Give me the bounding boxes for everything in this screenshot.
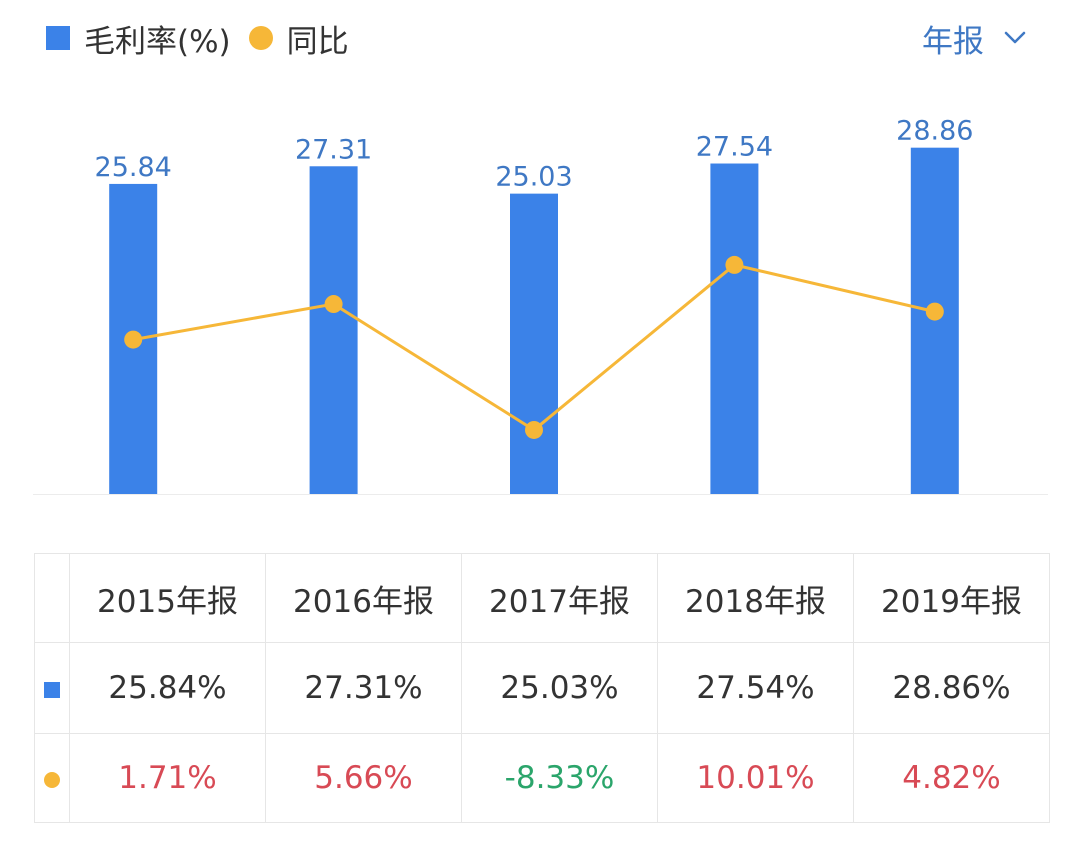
yoy-cell: 4.82%: [853, 733, 1050, 823]
margin-cell: 25.03%: [461, 642, 658, 734]
legend: 毛利率(%) 同比: [46, 14, 349, 62]
row-marker-cell: [34, 733, 70, 823]
margin-cell: 27.54%: [657, 642, 854, 734]
chevron-down-icon: [1004, 31, 1026, 44]
line-legend-label: 同比: [286, 23, 349, 60]
bar-series-marker: [44, 681, 60, 698]
margin-bar: [710, 163, 759, 494]
data-table: 2015年报 2016年报 2017年报 2018年报 2019年报 25.84…: [34, 553, 1050, 823]
bar-value-label: 27.31: [295, 134, 372, 165]
header-cell: 2019年报: [853, 553, 1050, 643]
bar-value-label: 25.84: [95, 152, 172, 183]
table-header-row: 2015年报 2016年报 2017年报 2018年报 2019年报: [34, 553, 1050, 643]
margin-cell: 27.31%: [265, 642, 462, 734]
yoy-point: [525, 420, 543, 439]
line-series-marker: [44, 771, 60, 788]
bar-legend-label: 毛利率(%): [84, 23, 231, 60]
period-dropdown[interactable]: 年报: [922, 14, 1030, 62]
yoy-point: [725, 255, 744, 274]
header-cell: 2016年报: [265, 553, 462, 643]
table-row: 1.71% 5.66% -8.33% 10.01% 4.82%: [34, 733, 1050, 823]
bar-value-label: 25.03: [495, 162, 572, 193]
margin-bar: [910, 147, 959, 494]
yoy-point: [925, 302, 944, 321]
margin-bar: [510, 193, 558, 494]
bar-value-label: 27.54: [696, 132, 773, 163]
yoy-cell: 10.01%: [657, 733, 854, 823]
line-legend-marker: [248, 26, 273, 50]
yoy-cell: 1.71%: [69, 733, 266, 823]
margin-bar: [309, 166, 358, 494]
corner-cell: [34, 553, 70, 643]
yoy-cell: 5.66%: [265, 733, 462, 823]
row-marker-cell: [34, 642, 70, 734]
yoy-point: [324, 295, 343, 314]
yoy-point: [124, 330, 143, 349]
margin-cell: 28.86%: [853, 642, 1050, 734]
period-dropdown-label: 年报: [922, 23, 984, 60]
header-cell: 2018年报: [657, 553, 854, 643]
table-row: 25.84% 27.31% 25.03% 27.54% 28.86%: [34, 642, 1050, 734]
header-cell: 2017年报: [461, 553, 658, 643]
margin-chart: 25.84 27.31 25.03 27.54 28.86: [33, 116, 1048, 495]
yoy-cell: -8.33%: [461, 733, 658, 823]
margin-cell: 25.84%: [69, 642, 266, 734]
header-cell: 2015年报: [69, 553, 266, 643]
bar-legend-marker: [46, 26, 70, 50]
bar-value-label: 28.86: [896, 116, 973, 147]
